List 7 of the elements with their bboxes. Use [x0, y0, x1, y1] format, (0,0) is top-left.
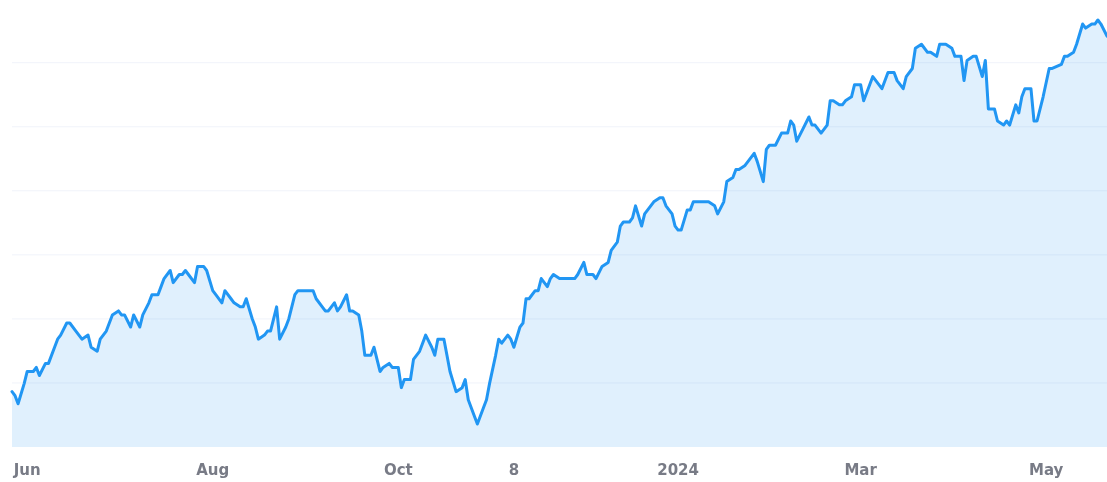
x-tick-label: 8	[508, 461, 520, 479]
x-tick-label: Oct	[383, 461, 413, 479]
x-tick-label: Jun	[12, 461, 41, 479]
x-tick-label: 2024	[657, 461, 699, 479]
x-tick-label: Aug	[196, 461, 230, 479]
x-tick-label: Mar	[844, 461, 878, 479]
x-tick-label: May	[1028, 461, 1064, 479]
